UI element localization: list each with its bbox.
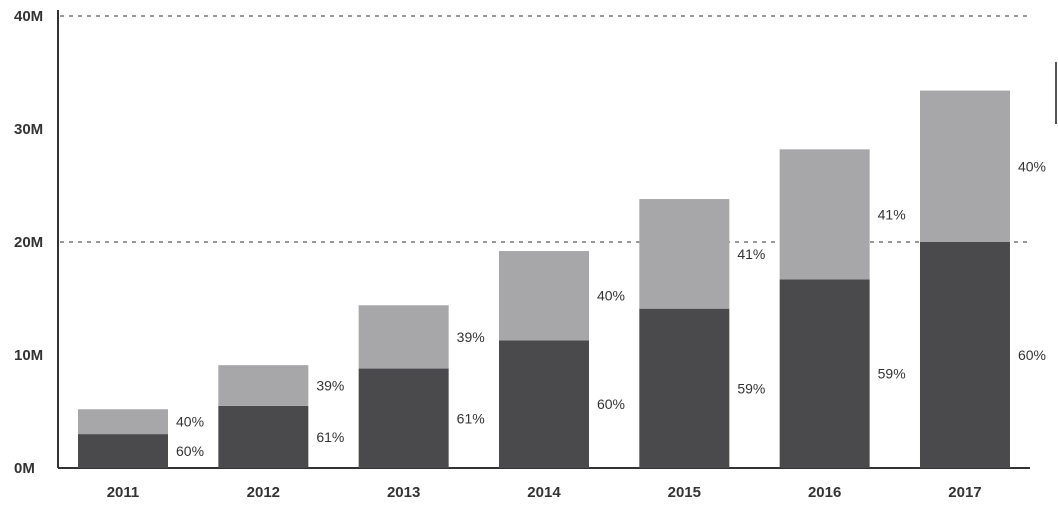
y-tick-label: 10M (14, 347, 43, 364)
bar-segment-2017-1 (919, 242, 1010, 468)
data-label-2017-1: 60% (1018, 347, 1046, 363)
bar-segment-2012-2 (218, 365, 309, 406)
data-label-2017-2: 40% (1018, 158, 1046, 174)
bars (78, 90, 1010, 468)
data-label-2012-2: 39% (316, 378, 344, 394)
bar-segment-2013-1 (358, 368, 449, 468)
data-label-2013-2: 39% (457, 329, 485, 345)
bar-segment-2017-2 (919, 90, 1010, 242)
x-tick-label: 2017 (948, 484, 981, 501)
data-label-2011-2: 40% (176, 414, 204, 430)
bar-segment-2016-1 (779, 279, 870, 468)
bar-segment-2016-2 (779, 149, 870, 280)
x-tick-label: 2011 (107, 484, 140, 501)
data-label-2013-1: 61% (457, 410, 485, 426)
data-label-2016-1: 59% (878, 366, 906, 382)
y-tick-label: 0M (14, 460, 35, 477)
data-label-2014-1: 60% (597, 396, 625, 412)
data-label-2016-2: 41% (878, 206, 906, 222)
x-tick-label: 2014 (527, 484, 561, 501)
bar-segment-2012-1 (218, 405, 309, 468)
y-tick-label: 20M (14, 234, 43, 251)
bar-segment-2013-2 (358, 305, 449, 369)
bar-segment-2014-1 (498, 340, 589, 468)
bar-segment-2011-2 (78, 409, 168, 435)
bar-segment-2015-2 (639, 199, 730, 309)
x-tick-label: 2012 (247, 484, 280, 501)
data-label-2015-2: 41% (737, 246, 765, 262)
data-labels: 60% 40% 61% 39% 61% 39% 60% 40% 59% 41% 59% 41% 60% 4… (176, 158, 1046, 459)
data-label-2011-1: 60% (176, 443, 204, 459)
y-tick-label: 40M (14, 8, 43, 25)
x-tick-label: 2016 (808, 484, 841, 501)
bar-segment-2011-1 (78, 434, 168, 468)
y-tick-label: 30M (14, 121, 43, 138)
bar-segment-2015-1 (639, 308, 730, 468)
x-tick-label: 2015 (668, 484, 701, 501)
data-label-2012-1: 61% (316, 429, 344, 445)
data-label-2015-1: 59% (737, 380, 765, 396)
data-label-2014-2: 40% (597, 288, 625, 304)
bar-segment-2014-2 (498, 251, 589, 341)
x-tick-label: 2013 (387, 484, 420, 501)
